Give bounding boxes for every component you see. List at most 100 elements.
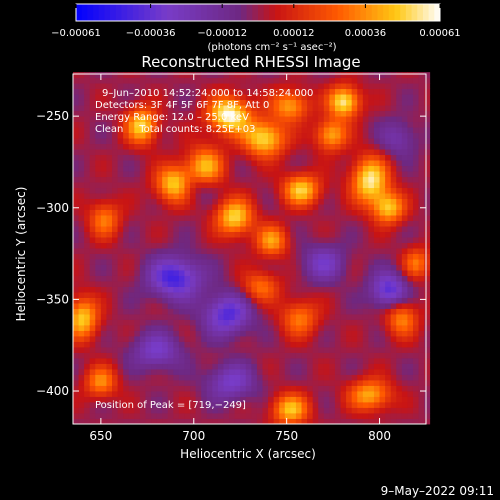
heatmap-cell xyxy=(424,314,431,320)
heatmap-cell xyxy=(357,204,364,210)
heatmap-cell xyxy=(73,77,79,84)
heatmap-cell xyxy=(385,292,392,298)
heatmap-cell xyxy=(240,198,247,205)
heatmap-cell xyxy=(307,165,314,172)
heatmap-cell xyxy=(401,281,408,287)
colorbar-segment xyxy=(252,4,259,21)
heatmap-cell xyxy=(156,407,163,414)
heatmap-cell xyxy=(151,352,157,359)
heatmap-cell xyxy=(273,297,280,304)
heatmap-cell xyxy=(412,336,419,342)
heatmap-cell xyxy=(368,413,375,419)
heatmap-cell xyxy=(123,110,130,117)
heatmap-cell xyxy=(379,176,386,183)
heatmap-cell xyxy=(401,132,408,139)
heatmap-cell xyxy=(84,165,91,172)
heatmap-cell xyxy=(178,165,185,172)
heatmap-cell xyxy=(106,110,113,117)
heatmap-cell xyxy=(418,132,425,139)
heatmap-cell xyxy=(295,83,302,90)
heatmap-cell xyxy=(323,314,330,320)
heatmap-cell xyxy=(312,149,319,156)
heatmap-cell xyxy=(128,396,135,403)
heatmap-cell xyxy=(412,297,419,304)
heatmap-cell xyxy=(123,391,130,397)
heatmap-cell xyxy=(89,292,96,298)
heatmap-cell xyxy=(190,330,197,337)
heatmap-cell xyxy=(234,418,241,425)
heatmap-cell xyxy=(379,105,386,112)
heatmap-cell xyxy=(112,110,118,117)
heatmap-cell xyxy=(373,275,380,282)
heatmap-cell xyxy=(128,314,135,320)
heatmap-cell xyxy=(162,121,169,128)
heatmap-cell xyxy=(178,297,185,304)
heatmap-cell xyxy=(195,94,202,101)
heatmap-cell xyxy=(318,259,325,265)
heatmap-cell xyxy=(201,292,208,298)
heatmap-cell xyxy=(323,242,330,249)
heatmap-cell xyxy=(401,220,408,227)
heatmap-cell xyxy=(206,231,213,238)
heatmap-cell xyxy=(418,209,425,216)
heatmap-cell xyxy=(217,220,224,227)
heatmap-cell xyxy=(162,143,169,150)
heatmap-cell xyxy=(273,182,280,189)
heatmap-cell xyxy=(151,259,157,265)
heatmap-cell xyxy=(273,237,280,243)
heatmap-cell xyxy=(340,198,347,205)
heatmap-cell xyxy=(373,110,380,117)
heatmap-cell xyxy=(212,286,219,293)
heatmap-cell xyxy=(396,105,403,112)
heatmap-cell xyxy=(307,94,314,101)
heatmap-cell xyxy=(362,237,369,243)
heatmap-cell xyxy=(379,77,386,84)
heatmap-cell xyxy=(323,154,330,161)
heatmap-cell xyxy=(390,220,397,227)
heatmap-cell xyxy=(73,363,79,370)
heatmap-cell xyxy=(334,347,341,353)
heatmap-cell xyxy=(201,385,208,392)
heatmap-cell xyxy=(351,193,358,200)
heatmap-cell xyxy=(195,88,202,95)
heatmap-cell xyxy=(268,396,275,403)
heatmap-cell xyxy=(273,154,280,161)
heatmap-cell xyxy=(290,187,297,194)
heatmap-cell xyxy=(301,297,308,304)
heatmap-cell xyxy=(123,319,130,326)
heatmap-cell xyxy=(195,127,202,134)
heatmap-cell xyxy=(73,209,79,216)
heatmap-cell xyxy=(268,347,275,353)
heatmap-cell xyxy=(89,116,96,123)
heatmap-cell xyxy=(312,116,319,123)
heatmap-cell xyxy=(173,160,180,167)
heatmap-cell xyxy=(84,363,91,370)
heatmap-cell xyxy=(262,286,269,293)
heatmap-cell xyxy=(229,264,236,271)
heatmap-cell xyxy=(95,220,102,227)
heatmap-cell xyxy=(412,369,419,375)
heatmap-cell xyxy=(368,374,375,381)
heatmap-cell xyxy=(245,402,252,408)
heatmap-cell xyxy=(73,308,79,315)
heatmap-cell xyxy=(412,182,419,189)
heatmap-cell xyxy=(307,77,314,84)
heatmap-cell xyxy=(145,204,152,210)
heatmap-cell xyxy=(145,275,152,282)
heatmap-cell xyxy=(251,396,258,403)
heatmap-cell xyxy=(318,193,325,200)
heatmap-cell xyxy=(217,336,224,342)
heatmap-cell xyxy=(167,83,174,90)
heatmap-cell xyxy=(162,325,169,331)
heatmap-cell xyxy=(251,220,258,227)
heatmap-cell xyxy=(167,132,174,139)
heatmap-cell xyxy=(134,264,141,271)
heatmap-cell xyxy=(307,110,314,117)
heatmap-cell xyxy=(123,204,130,210)
heatmap-cell xyxy=(134,242,141,249)
heatmap-cell xyxy=(100,143,107,150)
heatmap-cell xyxy=(418,105,425,112)
heatmap-cell xyxy=(195,160,202,167)
x-tick-label: 800 xyxy=(368,429,391,443)
heatmap-cell xyxy=(123,77,130,84)
